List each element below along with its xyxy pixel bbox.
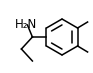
Text: H₂N: H₂N — [14, 18, 37, 31]
